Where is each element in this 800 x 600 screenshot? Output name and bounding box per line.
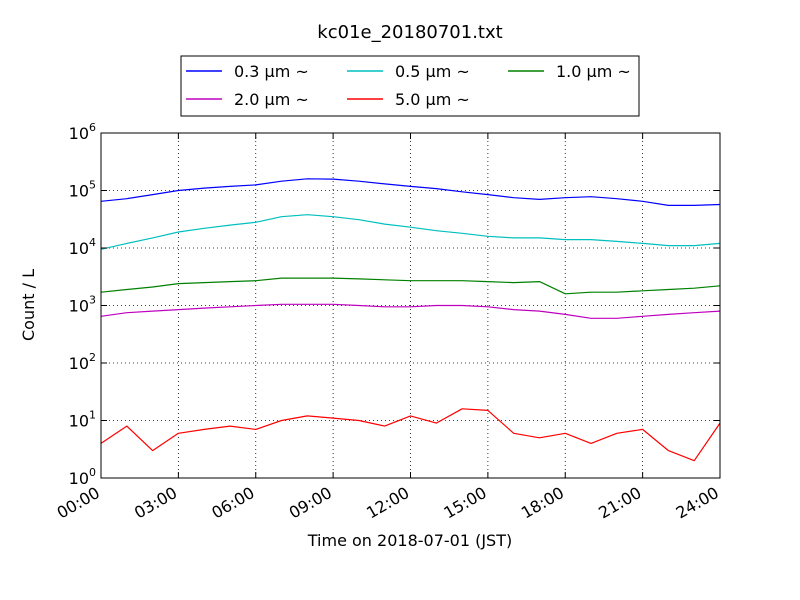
x-tick-label: 00:00	[54, 483, 103, 523]
x-tick-label: 12:00	[363, 483, 412, 523]
legend-entry: 2.0 μm ~	[234, 90, 309, 109]
x-tick-labels: 00:00 03:00 06:00 09:00 12:00 15:00 18:00 21:00…	[54, 483, 722, 523]
legend-entry: 5.0 μm ~	[395, 90, 470, 109]
y-tick-label: 104	[69, 236, 96, 258]
x-tick-label: 18:00	[518, 483, 567, 523]
legend-entry: 1.0 μm ~	[556, 62, 631, 81]
y-tick-label: 103	[69, 294, 96, 316]
legend-box	[180, 55, 640, 117]
x-tick-label: 09:00	[286, 483, 335, 523]
y-tick-label: 102	[69, 351, 96, 373]
series-line	[100, 303, 721, 319]
y-tick-label: 105	[69, 179, 96, 201]
y-tick-label: 101	[69, 409, 96, 431]
chart-title: kc01e_20180701.txt	[317, 22, 502, 43]
x-tick-label: 21:00	[595, 483, 644, 523]
ticks	[100, 132, 721, 479]
y-tick-labels: 100 101 102 103 104 105 106	[69, 121, 96, 488]
x-tick-label: 06:00	[208, 483, 257, 523]
y-axis-label: Count / L	[19, 269, 38, 341]
x-tick-label: 15:00	[440, 483, 489, 523]
y-tick-label: 106	[69, 121, 96, 143]
legend-entry: 0.5 μm ~	[395, 62, 470, 81]
series-line	[100, 178, 721, 206]
y-tick-label: 100	[69, 466, 96, 488]
x-axis-label: Time on 2018-07-01 (JST)	[307, 531, 512, 550]
x-tick-label: 03:00	[131, 483, 180, 523]
series-line	[100, 277, 721, 295]
series-line	[100, 408, 721, 462]
grid	[101, 133, 720, 478]
series-layer	[100, 178, 721, 462]
series-line	[100, 214, 721, 250]
legend: 0.3 μm ~ 0.5 μm ~ 1.0 μm ~ 2.0 μm ~ 5.0 μm ~	[180, 55, 640, 117]
x-tick-label: 24:00	[673, 483, 722, 523]
legend-entry: 0.3 μm ~	[234, 62, 309, 81]
